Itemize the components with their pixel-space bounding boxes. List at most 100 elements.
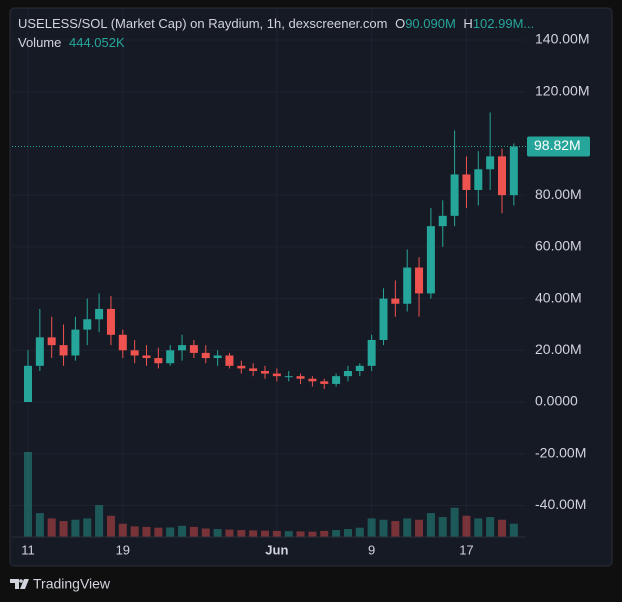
y-tick-label: 140.00M [535,31,589,47]
grid [12,10,525,537]
volume-bar [237,530,246,537]
candle-body [462,174,471,190]
candle-body [450,174,459,216]
volume-bar [403,518,412,537]
volume-bar [426,513,435,537]
candle-body [130,350,139,356]
volume-bar [272,530,281,537]
volume-value: 444.052K [69,35,125,50]
volume-bar [213,529,222,537]
volume-bar [462,515,471,537]
volume-bar [450,507,459,537]
volume-bar [343,529,352,537]
volume-bar [415,519,424,537]
candle-body [498,156,506,196]
candle-body [367,339,376,366]
candle-body [403,267,412,304]
candle-body [24,365,32,403]
candle-body [47,337,56,346]
candle-body [237,365,246,369]
candle-body [379,298,388,340]
candle-body [320,381,329,384]
volume-label: Volume [18,35,61,50]
x-tick-label: 17 [459,542,473,557]
candle-body [272,373,281,377]
candle-body [391,298,400,304]
candle-body [71,329,80,356]
volume-bar [201,528,210,537]
candle-body [486,156,495,170]
volume-bar [249,530,258,537]
x-tick-label: 11 [21,542,35,557]
y-tick-label: 40.00M [535,289,582,305]
volume-bar [189,526,198,537]
y-tick-label: 60.00M [535,238,582,254]
candle-body [213,355,222,359]
volume-bar [47,518,56,537]
candle-body [35,337,44,366]
volume-bar [106,515,115,537]
candle-body [474,169,483,190]
legend-value: 90.090M [405,16,456,31]
logo-dot [19,579,23,583]
candle-body [261,370,269,374]
volume-bar [118,523,127,537]
candle-body [95,308,104,320]
volume-header: Volume 444.052K [18,35,125,50]
last-price-label: 98.82M [534,137,581,153]
legend-value: 102.99M... [473,16,534,31]
y-tick-label: 0.0000 [535,393,578,409]
volume-bar [24,452,32,537]
volume-bar [509,523,518,537]
volume-bar [379,519,388,537]
volume-bar [367,518,376,537]
candle-body [118,334,127,351]
last-price-tag [527,136,590,157]
candle-body [83,319,92,330]
chart-title: USELESS/SOL (Market Cap) on Raydium, 1h,… [18,16,387,31]
volume-bar [95,505,104,537]
candle-body [178,345,187,351]
candle-body [189,345,198,353]
candle-body [332,376,341,384]
y-tick-label: 80.00M [535,186,582,202]
volume-bar [166,527,175,537]
candle-body [296,376,305,379]
legend-key: H [463,16,472,31]
volume-bar [355,527,364,537]
volume-bar [35,513,44,537]
candle-body [249,368,258,371]
volume-bar [59,521,68,537]
volume-bar [391,521,400,537]
volume-bar [474,518,483,537]
candle-body [355,365,364,371]
candle-body [415,267,424,294]
candle-body [201,352,210,359]
footer-brand: TradingView [33,576,111,592]
volume-bar [332,530,341,537]
candles [24,112,518,403]
x-tick-label: 9 [368,542,375,557]
volume-bar [498,519,506,537]
candle-body [166,350,175,364]
y-tick-label: -20.00M [535,444,586,460]
tradingview-logo: TradingView [10,576,111,592]
volume-bar [225,529,234,537]
volume-bar [308,531,317,537]
candle-body [343,370,352,377]
candle-body [438,215,447,227]
candle-body [509,146,518,196]
volume-pane [24,452,518,537]
volume-bar [130,526,139,537]
volume-bar [142,526,151,537]
x-tick-label: Jun [265,542,288,557]
volume-bar [178,525,187,537]
legend-key: O [395,16,405,31]
logo-icon [10,579,29,589]
candle-body [308,378,317,382]
y-tick-label: 120.00M [535,82,589,98]
candle-body [142,355,151,359]
volume-bar [261,530,269,537]
header: USELESS/SOL (Market Cap) on Raydium, 1h,… [18,16,534,31]
